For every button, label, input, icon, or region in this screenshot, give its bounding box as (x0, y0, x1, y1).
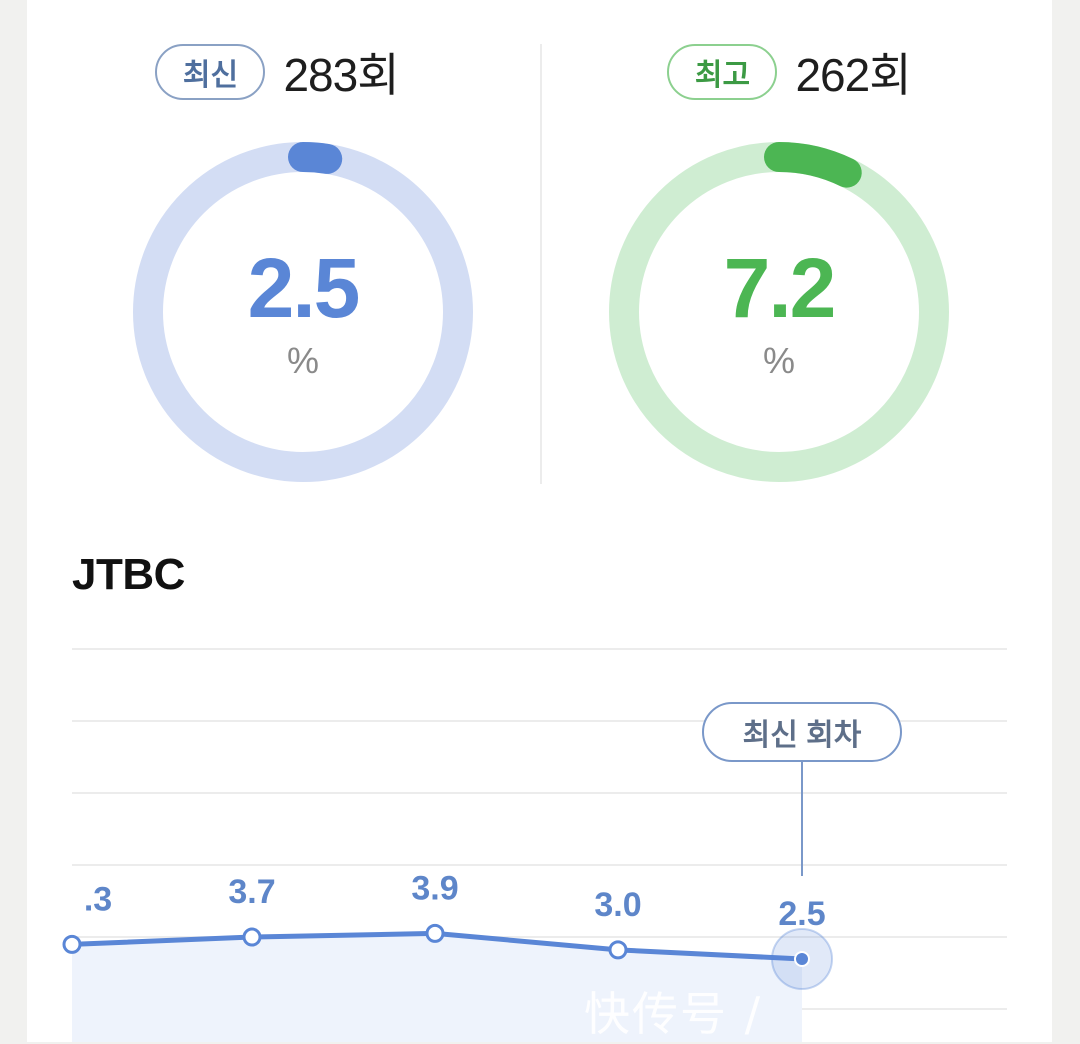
chart-point-2 (425, 923, 445, 943)
chart-point-0 (62, 934, 82, 954)
latest-episode-callout: 최신 회차 (702, 702, 902, 762)
ratings-card: 최신 283회 2.5 % 최고 262회 7.2 % JTBC .3 3.7 3 (27, 0, 1052, 1042)
chart-data-label-4: 2.5 (778, 895, 825, 933)
ratings-trend-chart: .3 3.7 3.9 3.0 2.5 (62, 648, 1007, 1042)
best-donut-graphic (609, 142, 949, 482)
column-divider (540, 44, 542, 484)
watermark-text: 快传号 / (584, 987, 763, 1041)
latest-header: 최신 283회 (27, 40, 527, 104)
best-header: 최고 262회 (539, 40, 1039, 104)
chart-area-fill (72, 933, 802, 1042)
latest-rating-panel: 최신 283회 2.5 % (27, 0, 527, 500)
best-episode: 262회 (795, 49, 911, 101)
chart-point-3 (608, 940, 628, 960)
best-donut: 7.2 % (607, 140, 951, 484)
latest-episode: 283회 (283, 49, 399, 101)
chart-point-4 (794, 951, 810, 967)
chart-point-1 (242, 927, 262, 947)
best-rating-value: 7.2 (723, 241, 837, 335)
chart-data-label-3: 3.0 (594, 886, 641, 924)
chart-data-label-2: 3.9 (411, 869, 458, 907)
best-rating-panel: 최고 262회 7.2 % (539, 0, 1039, 500)
chart-data-label-1: 3.7 (228, 873, 275, 911)
latest-donut-arc (133, 142, 473, 482)
chart-data-label-0: .3 (84, 880, 112, 918)
latest-rating-unit: % (286, 340, 319, 381)
best-rating-unit: % (762, 340, 795, 381)
channel-title: JTBC (72, 550, 185, 599)
best-donut-arc (609, 142, 949, 482)
best-badge: 최고 (667, 44, 778, 100)
latest-donut: 2.5 % (131, 140, 475, 484)
latest-donut-graphic (133, 142, 473, 482)
latest-rating-value: 2.5 (247, 241, 361, 335)
latest-badge: 최신 (155, 44, 266, 100)
